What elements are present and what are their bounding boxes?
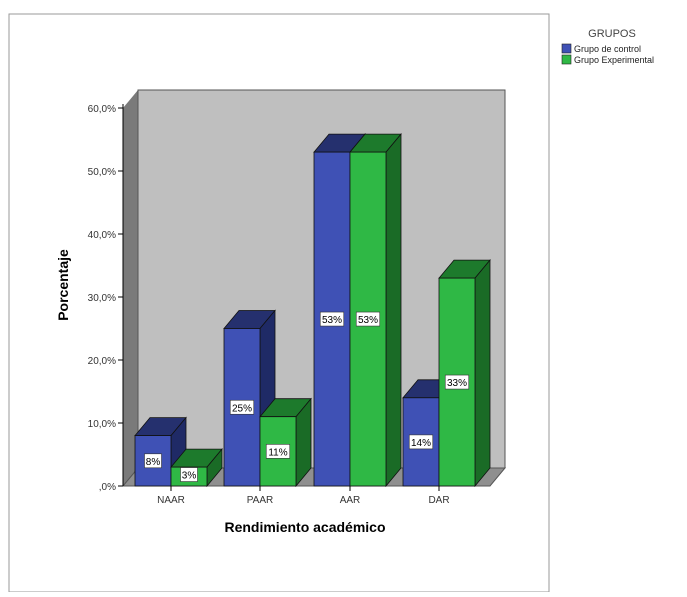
data-label-box bbox=[408, 434, 434, 450]
data-label: 53% bbox=[358, 315, 378, 326]
data-label: 53% bbox=[322, 315, 342, 326]
y-tick-label: ,0% bbox=[99, 482, 116, 493]
legend-item: Grupo de control bbox=[574, 44, 641, 54]
bar: 3% bbox=[170, 447, 223, 488]
bar: 33% bbox=[438, 258, 491, 488]
y-axis-ticks: ,0% 10,0% 20,0% 30,0% 40,0% 50,0% 60,0% bbox=[88, 104, 123, 493]
legend-title: GRUPOS bbox=[588, 28, 636, 40]
data-label-box bbox=[355, 311, 381, 327]
left-side-wall bbox=[123, 90, 138, 486]
y-tick-label: 40,0% bbox=[88, 230, 116, 241]
data-label-box bbox=[319, 311, 345, 327]
x-axis-ticks: NAAR PAAR AAR DAR bbox=[157, 486, 450, 506]
y-tick-label: 10,0% bbox=[88, 419, 116, 430]
data-label-box bbox=[265, 444, 291, 459]
x-tick-label: NAAR bbox=[157, 495, 185, 506]
bar-side bbox=[474, 258, 491, 488]
y-tick-label: 20,0% bbox=[88, 356, 116, 367]
x-tick-label: AAR bbox=[340, 495, 361, 506]
x-tick-label: DAR bbox=[428, 495, 449, 506]
y-tick-label: 30,0% bbox=[88, 293, 116, 304]
data-label: 25% bbox=[232, 403, 252, 414]
data-label: 33% bbox=[447, 378, 467, 389]
data-label-box bbox=[144, 453, 162, 469]
data-label-box bbox=[229, 399, 255, 415]
bar: 11% bbox=[259, 397, 312, 488]
legend-swatch bbox=[561, 54, 572, 65]
data-label: 14% bbox=[411, 438, 431, 449]
y-axis-label: Porcentaje bbox=[55, 249, 71, 321]
data-label-box bbox=[444, 374, 470, 390]
data-label-box bbox=[180, 467, 198, 482]
x-axis-label: Rendimiento académico bbox=[224, 519, 385, 535]
bar: 53% bbox=[349, 132, 402, 488]
bar-side bbox=[385, 132, 402, 488]
legend-item: Grupo Experimental bbox=[574, 55, 654, 65]
y-tick-label: 50,0% bbox=[88, 167, 116, 178]
x-tick-label: PAAR bbox=[247, 495, 274, 506]
y-tick-label: 60,0% bbox=[88, 104, 116, 115]
data-label: 8% bbox=[146, 457, 161, 468]
data-label: 3% bbox=[182, 471, 197, 482]
legend-swatch bbox=[561, 43, 572, 54]
data-label: 11% bbox=[268, 447, 287, 458]
bars: 8% 3% 25% 11% 53% 53% 14% 33% bbox=[134, 132, 491, 488]
